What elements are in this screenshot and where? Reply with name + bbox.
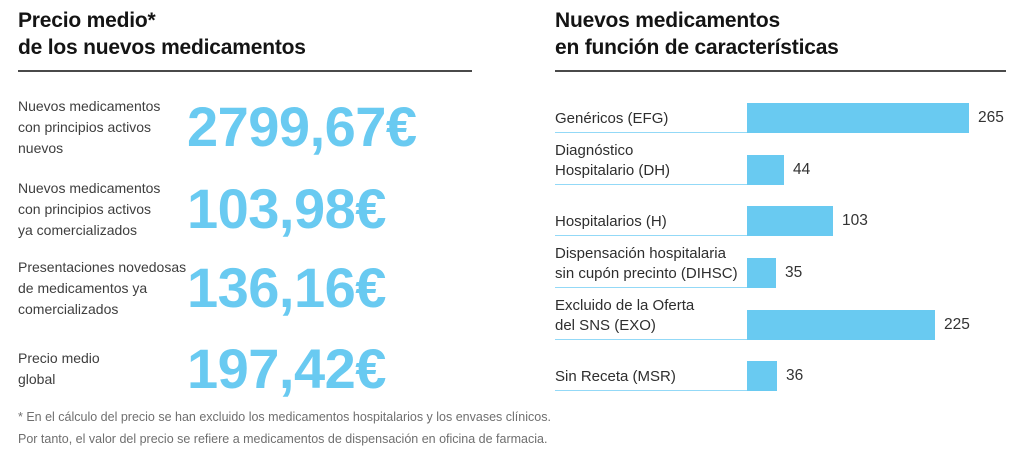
chart-category-label: Dispensación hospitalaria sin cupón prec… — [555, 242, 747, 288]
right-panel-bar-chart: Nuevos medicamentos en función de caract… — [555, 0, 1006, 460]
chart-category-label: Diagnóstico Hospitalario (DH) — [555, 139, 747, 185]
bar-value: 44 — [793, 161, 811, 178]
bar-value: 265 — [978, 109, 1004, 126]
price-row: Nuevos medicamentos con principios activ… — [18, 95, 472, 159]
price-row-value: 103,98€ — [187, 177, 386, 240]
price-row-label: Nuevos medicamentos con principios activ… — [18, 179, 161, 238]
left-panel-title: Precio medio* de los nuevos medicamentos — [18, 9, 306, 59]
bar-value: 103 — [842, 212, 868, 229]
price-row-value: 136,16€ — [187, 256, 386, 319]
bar — [747, 361, 777, 391]
price-row: Nuevos medicamentos con principios activ… — [18, 177, 472, 241]
chart-row: Hospitalarios (H) 103 — [555, 190, 1006, 236]
price-footnote: * En el cálculo del precio se han exclui… — [18, 410, 551, 446]
bar — [747, 310, 935, 340]
price-row-value: 197,42€ — [187, 337, 386, 400]
right-panel-title: Nuevos medicamentos en función de caract… — [555, 9, 839, 59]
bar — [747, 155, 784, 185]
chart-row: Sin Receta (MSR) 36 — [555, 345, 1006, 391]
price-row-label: Nuevos medicamentos con principios activ… — [18, 97, 161, 156]
chart-category-label: Sin Receta (MSR) — [555, 345, 747, 391]
price-row-value: 2799,67€ — [187, 95, 417, 158]
left-title-divider — [18, 70, 472, 72]
price-row-label: Presentaciones novedosas de medicamentos… — [18, 258, 187, 317]
bar-value: 36 — [786, 367, 804, 384]
chart-row: Diagnóstico Hospitalario (DH) 44 — [555, 139, 1006, 185]
bar-value: 225 — [944, 316, 970, 333]
chart-category-label: Genéricos (EFG) — [555, 87, 747, 133]
right-title-divider — [555, 70, 1006, 72]
chart-category-label: Excluido de la Oferta del SNS (EXO) — [555, 294, 747, 340]
bar — [747, 103, 969, 133]
chart-category-label: Hospitalarios (H) — [555, 190, 747, 236]
bar-value: 35 — [785, 264, 803, 281]
price-row: Presentaciones novedosas de medicamentos… — [18, 256, 472, 320]
bar — [747, 206, 833, 236]
chart-row: Genéricos (EFG) 265 — [555, 87, 1006, 133]
left-panel-average-price: Precio medio* de los nuevos medicamentos… — [18, 0, 551, 460]
chart-row: Excluido de la Oferta del SNS (EXO) 225 — [555, 294, 1006, 340]
chart-row: Dispensación hospitalaria sin cupón prec… — [555, 242, 1006, 288]
price-row-label: Precio medio global — [18, 350, 100, 387]
price-row: Precio medio global 197,42€ — [18, 337, 472, 401]
bar — [747, 258, 776, 288]
